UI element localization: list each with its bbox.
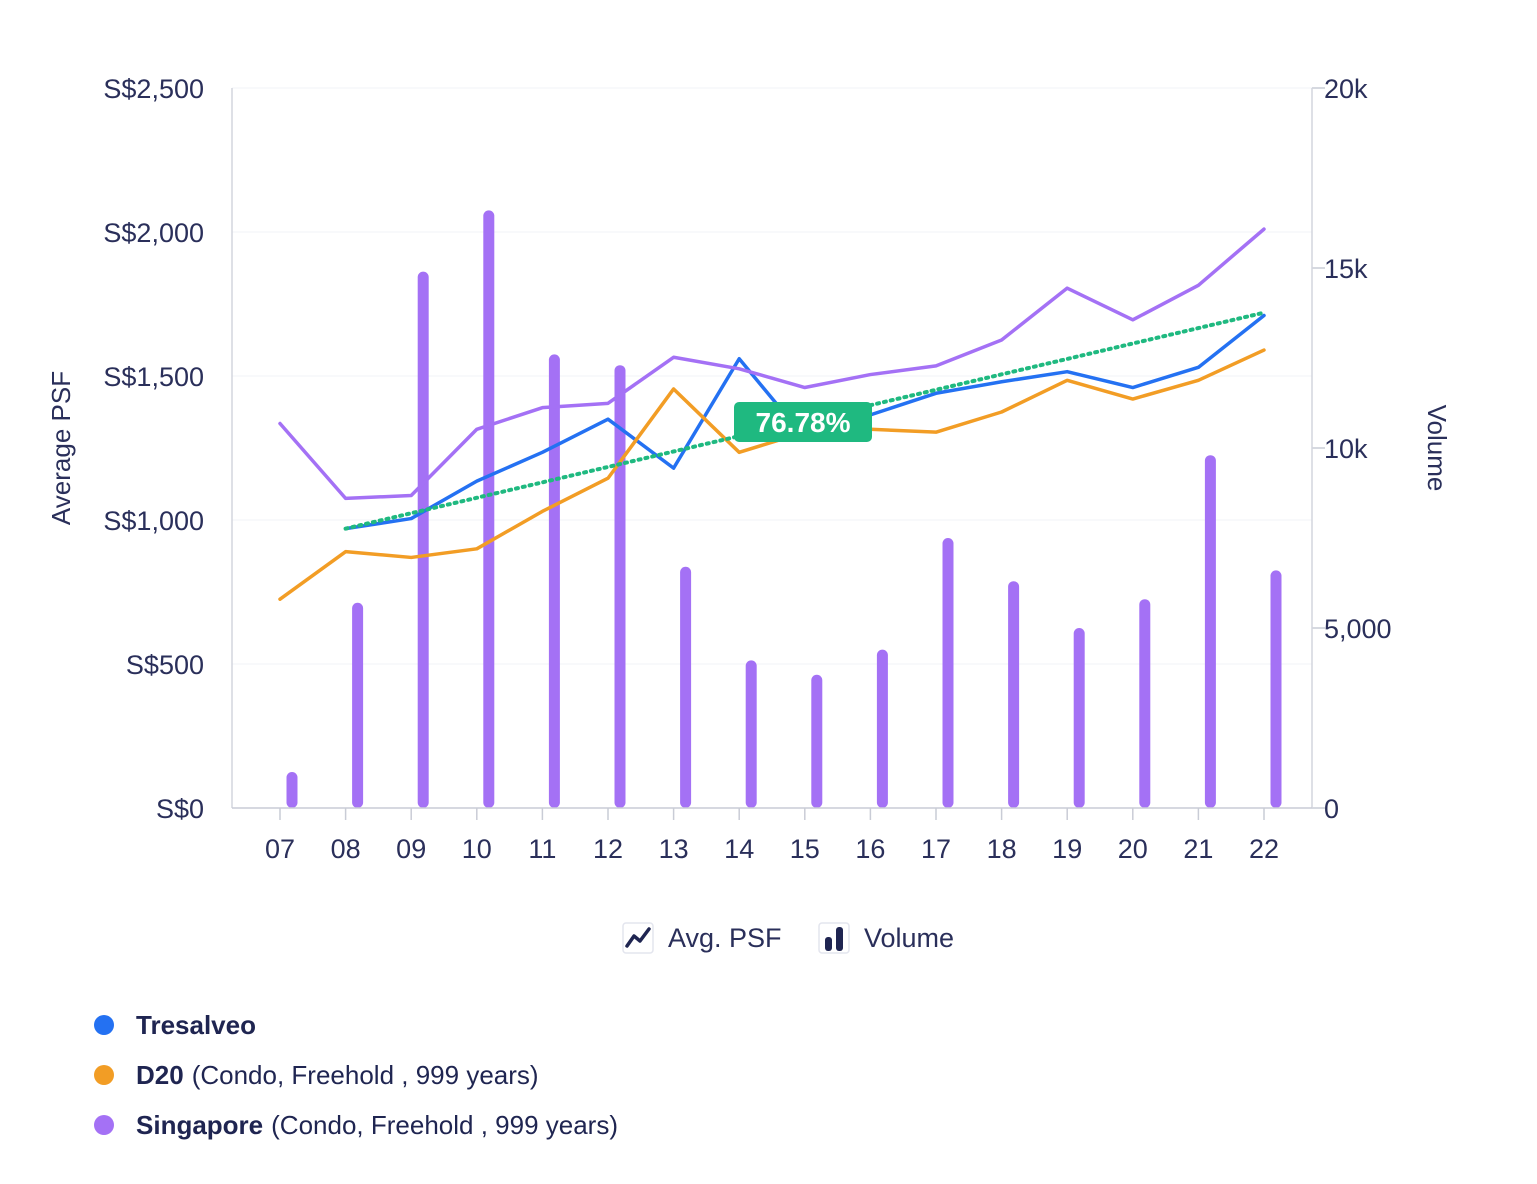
legend-desc: (Condo, Freehold , 999 years) — [191, 1059, 539, 1090]
x-tick-label: 13 — [659, 834, 689, 864]
avg-psf-toggle[interactable]: Avg. PSF — [622, 922, 782, 954]
volume-toggle[interactable]: Volume — [818, 922, 954, 954]
legend-item-d20[interactable]: D20 (Condo, Freehold , 999 years) — [94, 1050, 618, 1100]
chart-area: S$0 S$500 S$1,000 S$1,500 S$2,000 S$2,500 0 5,0… — [46, 74, 1452, 864]
grid-lines — [232, 87, 1312, 665]
avg-psf-toggle-label: Avg. PSF — [668, 922, 782, 953]
x-tick-label: 08 — [331, 834, 361, 864]
volume-bar — [548, 354, 560, 808]
volume-bar — [1073, 628, 1085, 808]
volume-bar — [352, 602, 364, 808]
y-left-tick-label: S$500 — [126, 650, 204, 680]
x-tick-label: 17 — [921, 834, 951, 864]
legend-dot-tresalveo — [94, 1015, 114, 1035]
x-tick-label: 11 — [528, 834, 556, 864]
legend-dot-d20 — [94, 1065, 114, 1085]
line-chart-icon — [622, 922, 654, 954]
psf-line-singapore — [278, 227, 1266, 501]
y-right-tick-label: 0 — [1324, 794, 1339, 824]
y-right-tick-label: 15k — [1324, 254, 1368, 284]
volume-bar — [876, 649, 888, 808]
x-tick-label: 20 — [1118, 834, 1148, 864]
y-right-tick-label: 5,000 — [1324, 614, 1392, 644]
volume-bar — [286, 772, 298, 808]
volume-bar — [614, 365, 626, 808]
x-tick-label: 18 — [987, 834, 1017, 864]
legend-desc: (Condo, Freehold , 999 years) — [271, 1109, 618, 1140]
x-tick-label: 22 — [1249, 834, 1279, 864]
y-left-tick-label: S$1,500 — [103, 362, 204, 392]
y-right-tick-label: 10k — [1324, 434, 1368, 464]
volume-bars — [286, 210, 1282, 809]
psf-line-d20 — [278, 348, 1266, 601]
trend-badge — [734, 402, 872, 442]
y-right-axis-title: Volume — [1422, 405, 1452, 492]
x-tick-label: 16 — [855, 834, 885, 864]
y-left-tick-label: S$2,000 — [103, 218, 204, 248]
legend-name: D20 — [136, 1059, 184, 1090]
x-tick-label: 09 — [396, 834, 426, 864]
series-type-toggle: Avg. PSF Volume — [0, 922, 1537, 972]
y-left-tick-label: S$1,000 — [103, 506, 204, 536]
series-legend: Tresalveo D20 (Condo, Freehold , 999 yea… — [94, 1000, 618, 1150]
volume-toggle-label: Volume — [864, 922, 955, 953]
x-tick-label: 14 — [724, 834, 754, 864]
axes — [231, 87, 1325, 820]
legend-dot-singapore — [94, 1115, 114, 1135]
volume-bar — [483, 210, 495, 808]
x-tick-label: 19 — [1052, 834, 1082, 864]
trend-badge-label: 76.78% — [756, 407, 851, 438]
volume-bar — [745, 660, 757, 808]
volume-bar — [1270, 570, 1282, 808]
volume-bar — [1008, 581, 1020, 808]
x-tick-label: 07 — [265, 834, 295, 864]
legend-item-singapore[interactable]: Singapore (Condo, Freehold , 999 years) — [94, 1100, 618, 1150]
y-left-tick-label: S$2,500 — [103, 74, 204, 104]
y-right-tick-label: 20k — [1324, 74, 1368, 104]
x-tick-label: 15 — [790, 834, 820, 864]
x-tick-label: 12 — [593, 834, 623, 864]
volume-bar — [1204, 455, 1216, 808]
legend-item-tresalveo[interactable]: Tresalveo — [94, 1000, 618, 1050]
volume-bar — [680, 566, 692, 808]
x-tick-label: 10 — [462, 834, 492, 864]
y-left-axis-title: Average PSF — [46, 371, 76, 525]
axis-labels: S$0 S$500 S$1,000 S$1,500 S$2,000 S$2,500 0 5,0… — [46, 74, 1452, 864]
volume-bar — [417, 271, 429, 809]
volume-bar — [1139, 599, 1151, 808]
bar-chart-icon — [818, 922, 850, 954]
volume-bar — [811, 674, 823, 808]
legend-name: Singapore — [136, 1109, 264, 1140]
volume-bar — [942, 538, 954, 808]
x-tick-label: 21 — [1183, 834, 1213, 864]
legend-name: Tresalveo — [136, 1009, 256, 1040]
y-left-tick-label: S$0 — [156, 794, 204, 824]
